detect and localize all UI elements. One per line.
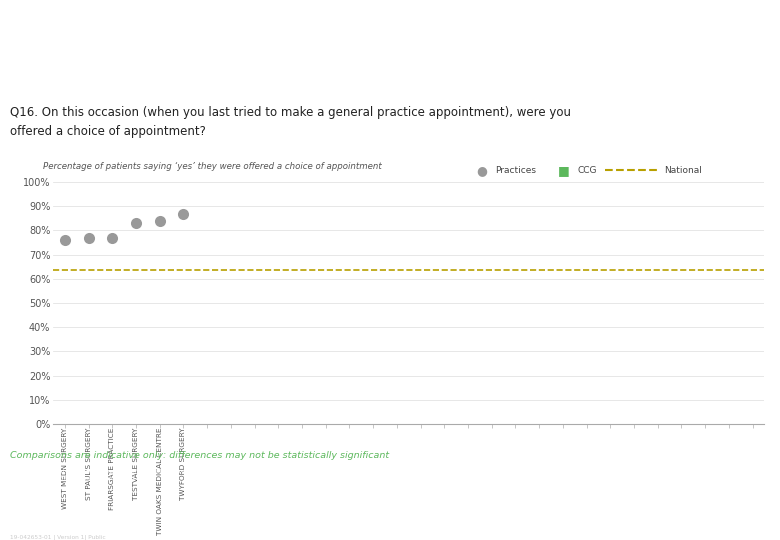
Text: Choice of appointment:: Choice of appointment:	[10, 10, 322, 34]
Text: i: i	[749, 514, 755, 532]
Text: how the CCG’s practices compare: how the CCG’s practices compare	[10, 52, 456, 76]
Text: TWIN OAKS MEDICAL CENTRE: TWIN OAKS MEDICAL CENTRE	[157, 428, 163, 535]
Text: 30: 30	[382, 516, 398, 529]
Text: Practices: Practices	[495, 166, 537, 175]
Text: Q16. On this occasion (when you last tried to make a general practice appointmen: Q16. On this occasion (when you last tri…	[10, 106, 571, 138]
Text: Ipsos MORI: Ipsos MORI	[10, 509, 62, 517]
Text: ST PAUL'S SURGERY: ST PAUL'S SURGERY	[86, 428, 91, 500]
Text: CCG: CCG	[577, 166, 597, 175]
Text: National: National	[665, 166, 703, 175]
Text: %Yes = ‘a choice of place’ and/or ‘a choice of time or
day’ and/or ‘a choice of : %Yes = ‘a choice of place’ and/or ‘a cho…	[534, 469, 695, 481]
Text: TWYFORD SURGERY: TWYFORD SURGERY	[180, 428, 186, 500]
Text: Base: All who tried to make an appointment since being registered excluding ‘Can: Base: All who tried to make an appointme…	[8, 469, 450, 481]
Text: ■: ■	[558, 164, 569, 177]
Text: FRIARSGATE PRACTICE: FRIARSGATE PRACTICE	[109, 428, 115, 510]
Text: Social Research Institute: Social Research Institute	[10, 522, 97, 528]
Text: Percentage of patients saying ‘yes’ they were offered a choice of appointment: Percentage of patients saying ‘yes’ they…	[43, 163, 381, 171]
Text: Comparisons are indicative only: differences may not be statistically significan: Comparisons are indicative only: differe…	[10, 451, 389, 460]
Text: TESTVALE SURGERY: TESTVALE SURGERY	[133, 428, 139, 500]
Text: 19-042653-01 | Version 1| Public: 19-042653-01 | Version 1| Public	[10, 535, 106, 540]
Text: WEST MEDN SURGERY: WEST MEDN SURGERY	[62, 428, 68, 509]
Text: ●: ●	[476, 164, 487, 177]
